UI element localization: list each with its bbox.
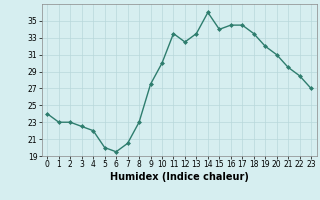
X-axis label: Humidex (Indice chaleur): Humidex (Indice chaleur)	[110, 172, 249, 182]
